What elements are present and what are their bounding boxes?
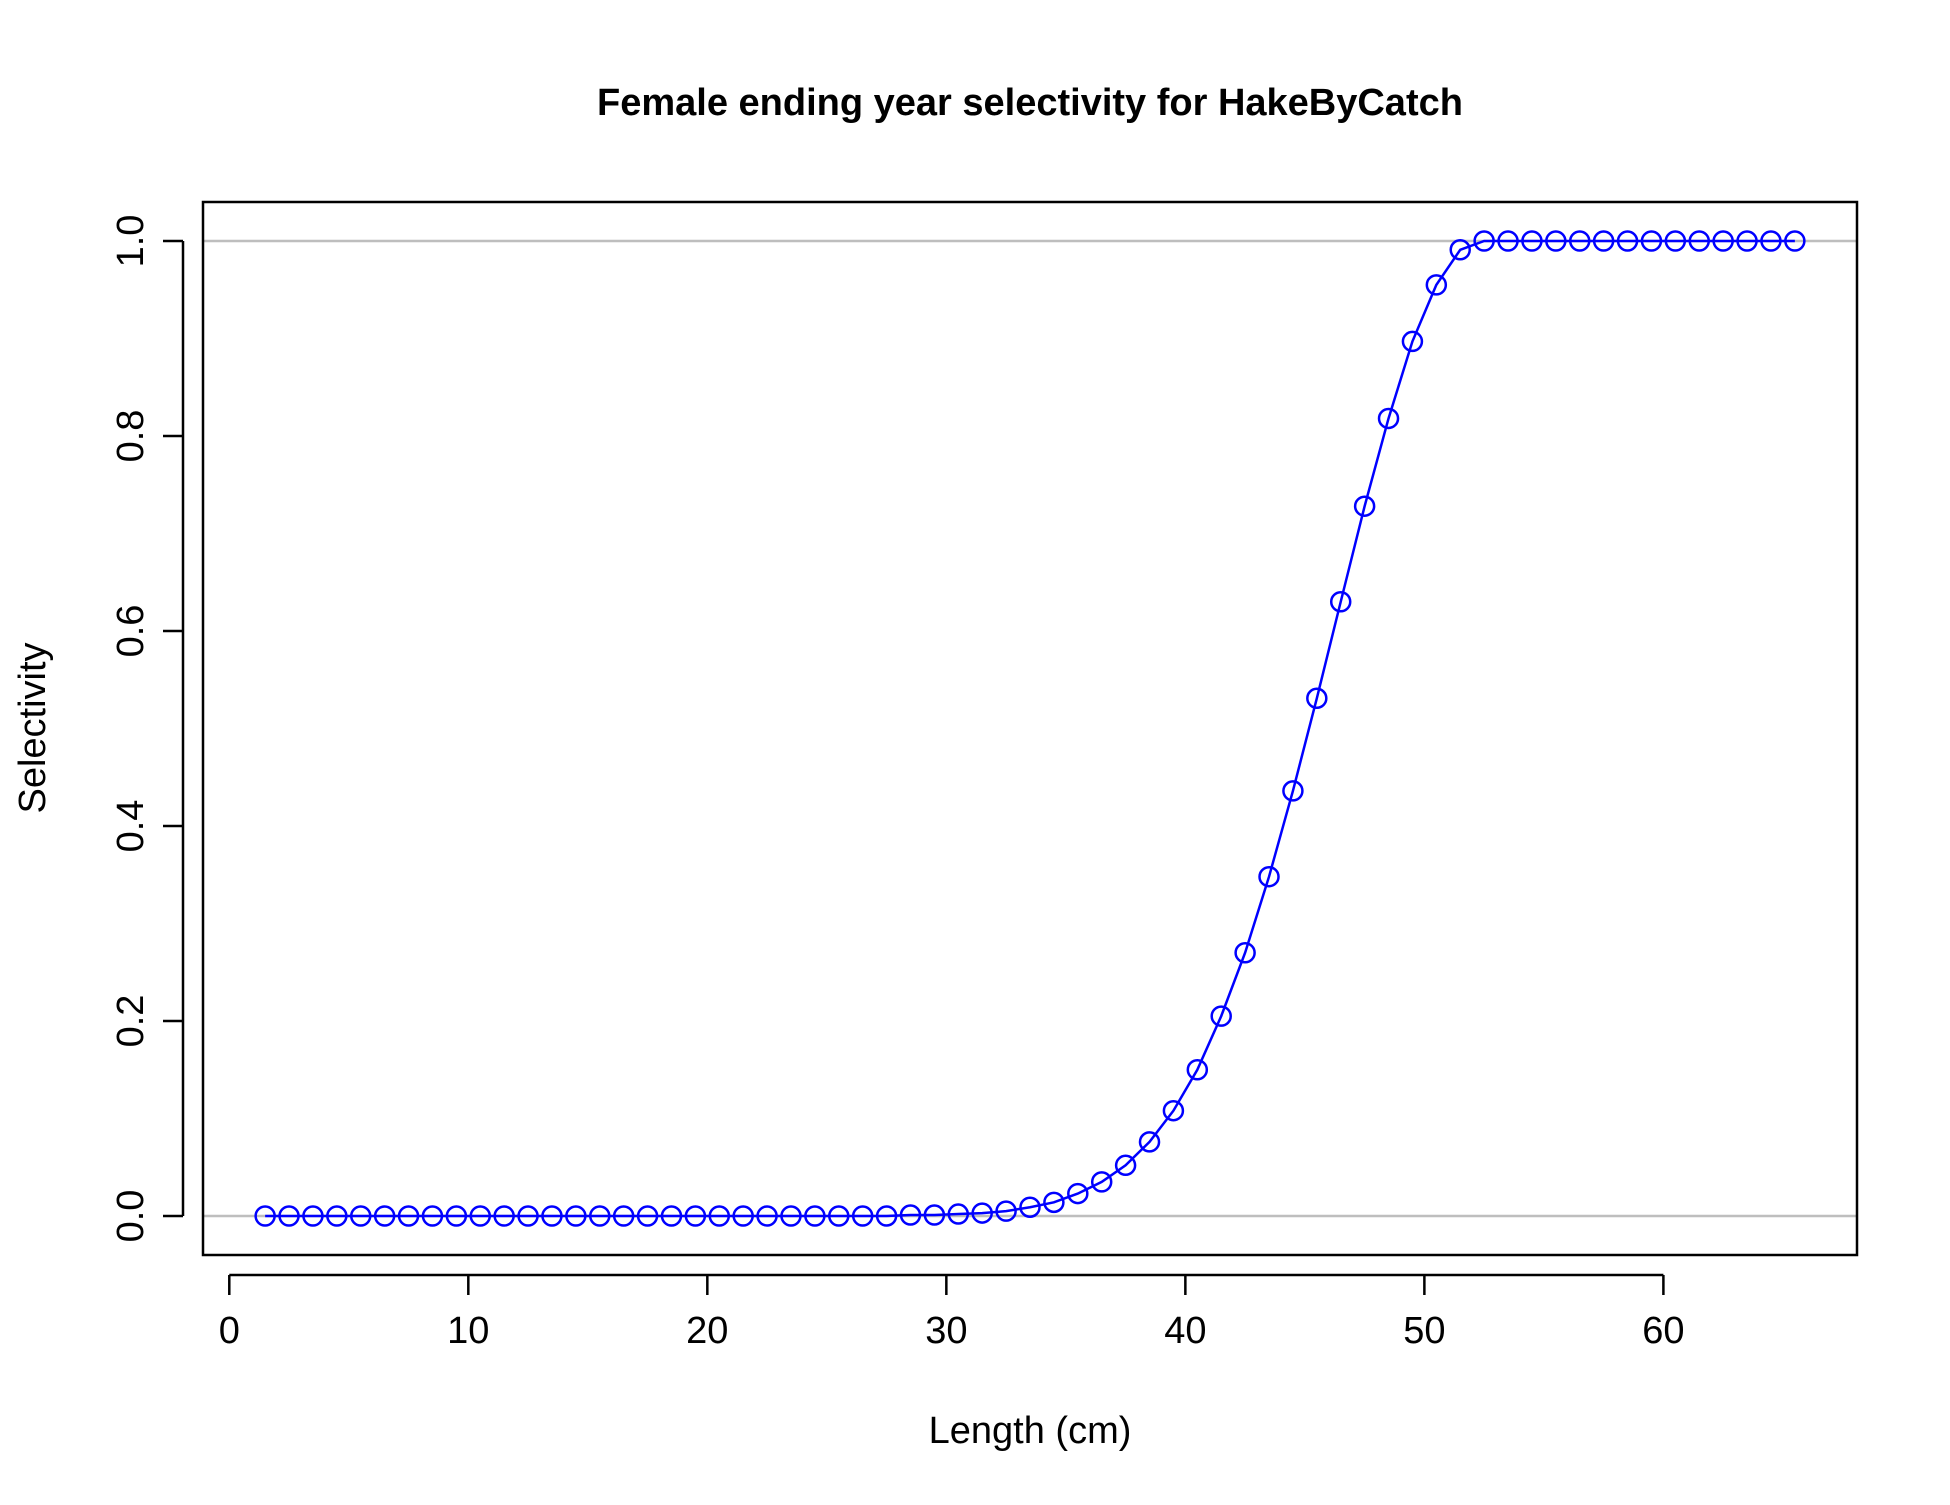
data-point [445,1205,468,1227]
y-tick-label: 0.8 [110,410,152,463]
data-point [1043,1191,1065,1214]
data-point [1592,230,1615,252]
data-point [1090,1171,1113,1193]
data-point [1353,495,1376,517]
y-tick-label: 0.6 [110,605,152,658]
data-point [612,1205,635,1227]
data-point [589,1205,611,1227]
data-point [875,1205,898,1227]
data-point [804,1205,826,1227]
data-point [254,1205,276,1227]
data-point [1258,865,1280,888]
x-tick-label: 10 [447,1310,489,1352]
data-point [541,1205,563,1227]
chart-title: Female ending year selectivity for HakeB… [597,82,1463,124]
data-point [1019,1196,1041,1218]
data-point [756,1205,778,1227]
plot-frame [201,200,1859,1257]
data-point [1377,407,1400,430]
data-point [421,1205,444,1227]
data-point [684,1205,707,1227]
y-tick-label: 0.2 [110,995,152,1048]
y-tick-label: 1.0 [110,215,152,268]
data-point [1473,230,1495,252]
y-axis: 0.0 0.2 0.4 0.6 0.8 1.0 [110,215,185,1243]
series-line [265,239,1795,1218]
data-point [1568,230,1591,252]
data-point [947,1203,970,1225]
data-point [326,1205,348,1227]
data-point [1329,591,1352,613]
data-point [1640,230,1663,252]
data-point [1186,1059,1209,1081]
data-point [1545,230,1567,252]
x-tick-label: 40 [1164,1310,1206,1352]
data-point [517,1205,539,1227]
data-point [1521,230,1543,252]
data-point [565,1205,587,1227]
data-point [1712,230,1734,252]
data-point [1234,942,1256,964]
x-tick-label: 0 [219,1310,240,1352]
data-point [1616,230,1639,252]
data-point [1736,230,1758,252]
data-point [1784,230,1806,252]
data-point [995,1200,1017,1222]
data-point [1306,687,1328,710]
data-point [851,1205,874,1227]
data-point [1664,230,1687,252]
data-point [1138,1131,1161,1153]
data-point [350,1205,372,1227]
data-point [1688,230,1710,252]
x-tick-label: 30 [925,1310,967,1352]
data-point [1449,239,1471,261]
y-tick-label: 0.0 [110,1190,152,1243]
data-point [302,1205,324,1227]
data-point [660,1205,683,1227]
data-point [780,1205,802,1227]
x-tick-label: 20 [686,1310,728,1352]
data-point [1425,274,1448,296]
data-point [1497,230,1519,252]
data-point [1162,1099,1185,1122]
x-axis: 0 10 20 30 40 50 60 [219,1273,1685,1352]
data-point [373,1205,396,1227]
data-point [1210,1005,1232,1027]
x-tick-label: 60 [1642,1310,1684,1352]
data-point [1401,330,1424,353]
y-tick-label: 0.4 [110,800,152,853]
series-layer [254,230,1806,1227]
data-point [828,1205,850,1227]
data-point [923,1204,946,1226]
y-axis-label: Selectivity [12,642,54,813]
x-axis-label: Length (cm) [929,1410,1132,1452]
data-point [397,1205,420,1227]
data-point [636,1205,659,1227]
data-point [1067,1182,1089,1205]
data-point [971,1202,993,1224]
data-point [1114,1154,1137,1177]
x-tick-label: 50 [1403,1310,1445,1352]
data-point [493,1205,515,1227]
data-point [278,1205,300,1227]
data-point [732,1205,754,1227]
data-point [469,1205,492,1227]
data-point [1760,230,1782,252]
data-point [708,1205,731,1227]
data-point [899,1204,922,1226]
data-point [1282,780,1304,802]
